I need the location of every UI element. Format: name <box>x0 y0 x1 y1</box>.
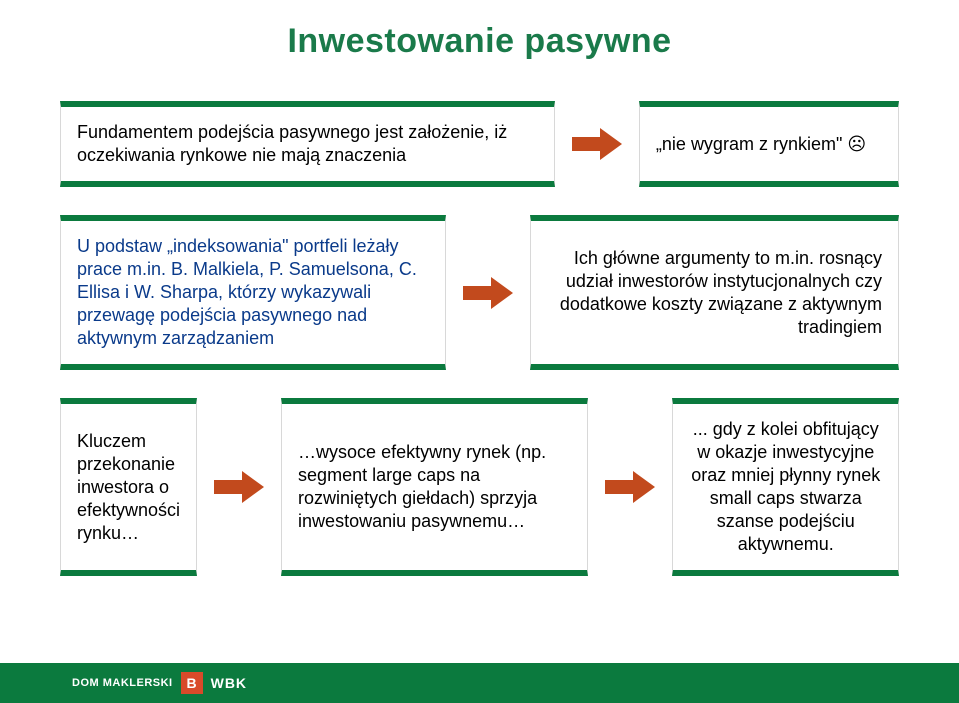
logo-square-icon: B <box>181 672 203 694</box>
box-quote: „nie wygram z rynkiem" ☹ <box>639 101 899 187</box>
arrow-3b <box>598 398 662 576</box>
footer-wbk: WBK <box>211 675 247 691</box>
row-2: U podstaw „indeksowania" portfeli leżały… <box>60 215 899 370</box>
slide-title: Inwestowanie pasywne <box>60 22 899 61</box>
logo-letter: B <box>187 675 197 691</box>
row-1: Fundamentem podejścia pasywnego jest zał… <box>60 101 899 187</box>
box-small-caps-text: ... gdy z kolei obfitujący w okazje inwe… <box>689 418 882 556</box>
box-indexing-origins: U podstaw „indeksowania" portfeli leżały… <box>60 215 446 370</box>
arrow-2 <box>456 215 520 370</box>
slide: Inwestowanie pasywne Fundamentem podejśc… <box>0 0 959 703</box>
footer-logo: DOM MAKLERSKI B WBK <box>72 672 247 694</box>
box-efficient-text: …wysoce efektywny rynek (np. segment lar… <box>298 441 571 533</box>
arrow-3a <box>207 398 271 576</box>
box-arguments-text: Ich główne argumenty to m.in. rosnący ud… <box>547 247 882 339</box>
box-key-text: Kluczem przekonanie inwestora o efektywn… <box>77 430 180 545</box>
arrow-1 <box>565 101 629 187</box>
row-3: Kluczem przekonanie inwestora o efektywn… <box>60 398 899 576</box>
box-foundation-text: Fundamentem podejścia pasywnego jest zał… <box>77 121 538 167</box>
box-key: Kluczem przekonanie inwestora o efektywn… <box>60 398 197 576</box>
box-indexing-text: U podstaw „indeksowania" portfeli leżały… <box>77 235 429 350</box>
box-foundation: Fundamentem podejścia pasywnego jest zał… <box>60 101 555 187</box>
box-arguments: Ich główne argumenty to m.in. rosnący ud… <box>530 215 899 370</box>
footer-brand: DOM MAKLERSKI <box>72 677 173 689</box>
footer-bar: DOM MAKLERSKI B WBK <box>0 663 959 703</box>
box-quote-text: „nie wygram z rynkiem" ☹ <box>656 133 866 156</box>
box-small-caps: ... gdy z kolei obfitujący w okazje inwe… <box>672 398 899 576</box>
box-efficient-market: …wysoce efektywny rynek (np. segment lar… <box>281 398 588 576</box>
